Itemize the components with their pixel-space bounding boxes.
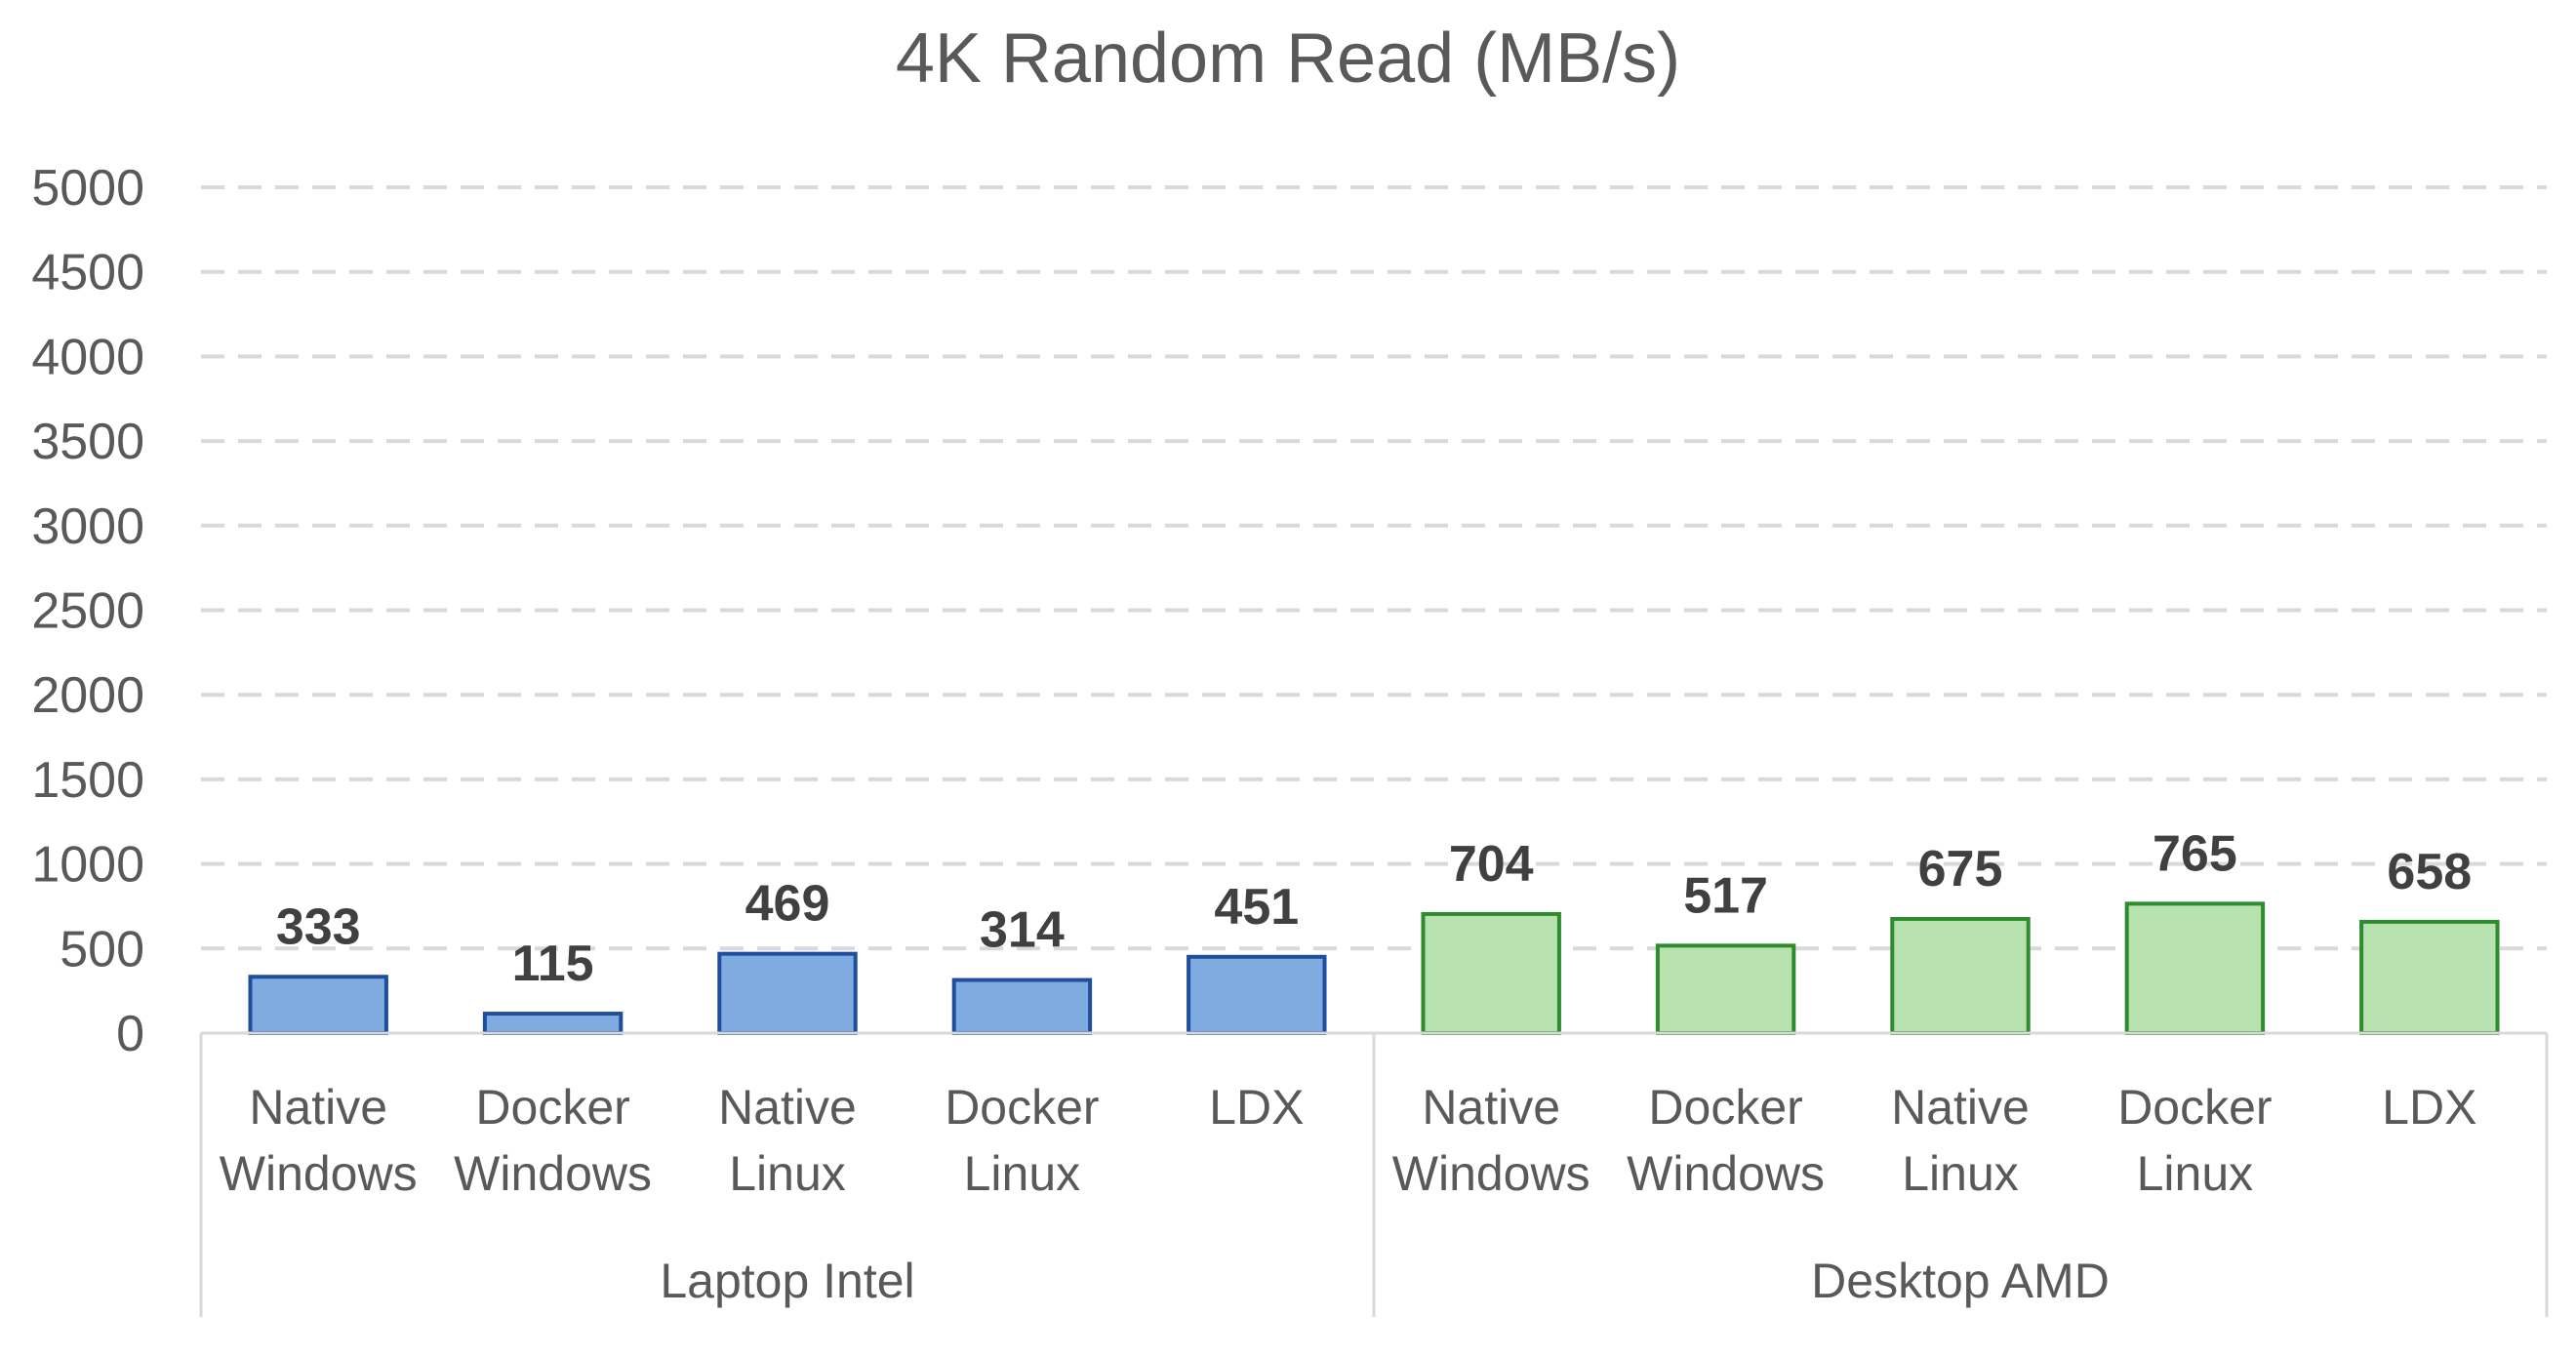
x-category-label: Native [1422,1080,1560,1135]
y-tick-label: 1000 [31,837,144,894]
data-label: 469 [745,876,830,933]
x-category-label: Native [1891,1080,2030,1135]
y-tick-label: 2000 [31,667,144,724]
group-label: Laptop Intel [660,1254,914,1308]
x-category-label: LDX [2382,1080,2476,1135]
y-tick-label: 500 [60,921,144,977]
bar [482,1012,624,1035]
y-tick-label: 1500 [31,752,144,809]
x-axis-categories: Native Windows Docker Windows Native Linux Doc… [220,1080,2477,1201]
bar [1655,943,1796,1035]
y-tick-label: 0 [116,1006,144,1062]
bar [2359,919,2500,1035]
group-label: Desktop AMD [1811,1254,2110,1308]
data-label: 765 [2153,825,2237,882]
data-label: 675 [1918,841,2003,897]
x-category-label: Docker [475,1080,629,1135]
x-category-label: Linux [964,1146,1081,1201]
bar [248,975,388,1036]
x-category-label: Linux [729,1146,846,1201]
bar [951,977,1093,1036]
y-tick-label: 3000 [31,499,144,555]
y-tick-label: 3500 [31,414,144,470]
y-tick-label: 4000 [31,329,144,385]
gridlines [201,185,2547,951]
data-label: 314 [980,902,1065,959]
data-label: 333 [276,898,361,955]
y-axis-ticks: 0 500 1000 1500 2000 2500 3000 3500 4000 4500 5000 [31,160,144,1062]
x-category-label: Windows [220,1146,418,1201]
data-label: 115 [512,936,594,992]
x-category-label: Windows [454,1146,652,1201]
x-axis [199,1031,2549,1317]
bar [2124,901,2266,1035]
y-tick-label: 2500 [31,583,144,640]
x-category-label: Docker [2117,1080,2272,1135]
y-tick-label: 4500 [31,245,144,301]
bar [1421,911,1561,1035]
x-category-label: Native [249,1080,387,1135]
data-label: 451 [1214,879,1299,936]
bar [717,951,858,1036]
x-category-label: LDX [1209,1080,1304,1135]
data-labels: 333 115 469 314 451 704 517 675 765 658 [276,825,2472,992]
x-category-label: Native [718,1080,857,1135]
data-label: 658 [2387,844,2472,900]
bars [248,901,2500,1036]
y-tick-label: 5000 [31,160,144,217]
bar [1890,916,2031,1036]
x-category-label: Docker [1648,1080,1802,1135]
data-label: 704 [1449,836,1534,893]
x-category-label: Linux [2137,1146,2254,1201]
x-axis-groups: Laptop Intel Desktop AMD [660,1254,2110,1308]
x-category-label: Windows [1627,1146,1825,1201]
bar [1187,954,1327,1035]
x-category-label: Windows [1392,1146,1590,1201]
data-label: 517 [1683,867,1768,924]
chart-title: 4K Random Read (MB/s) [896,20,1680,98]
x-category-label: Linux [1902,1146,2019,1201]
x-category-label: Docker [945,1080,1099,1135]
